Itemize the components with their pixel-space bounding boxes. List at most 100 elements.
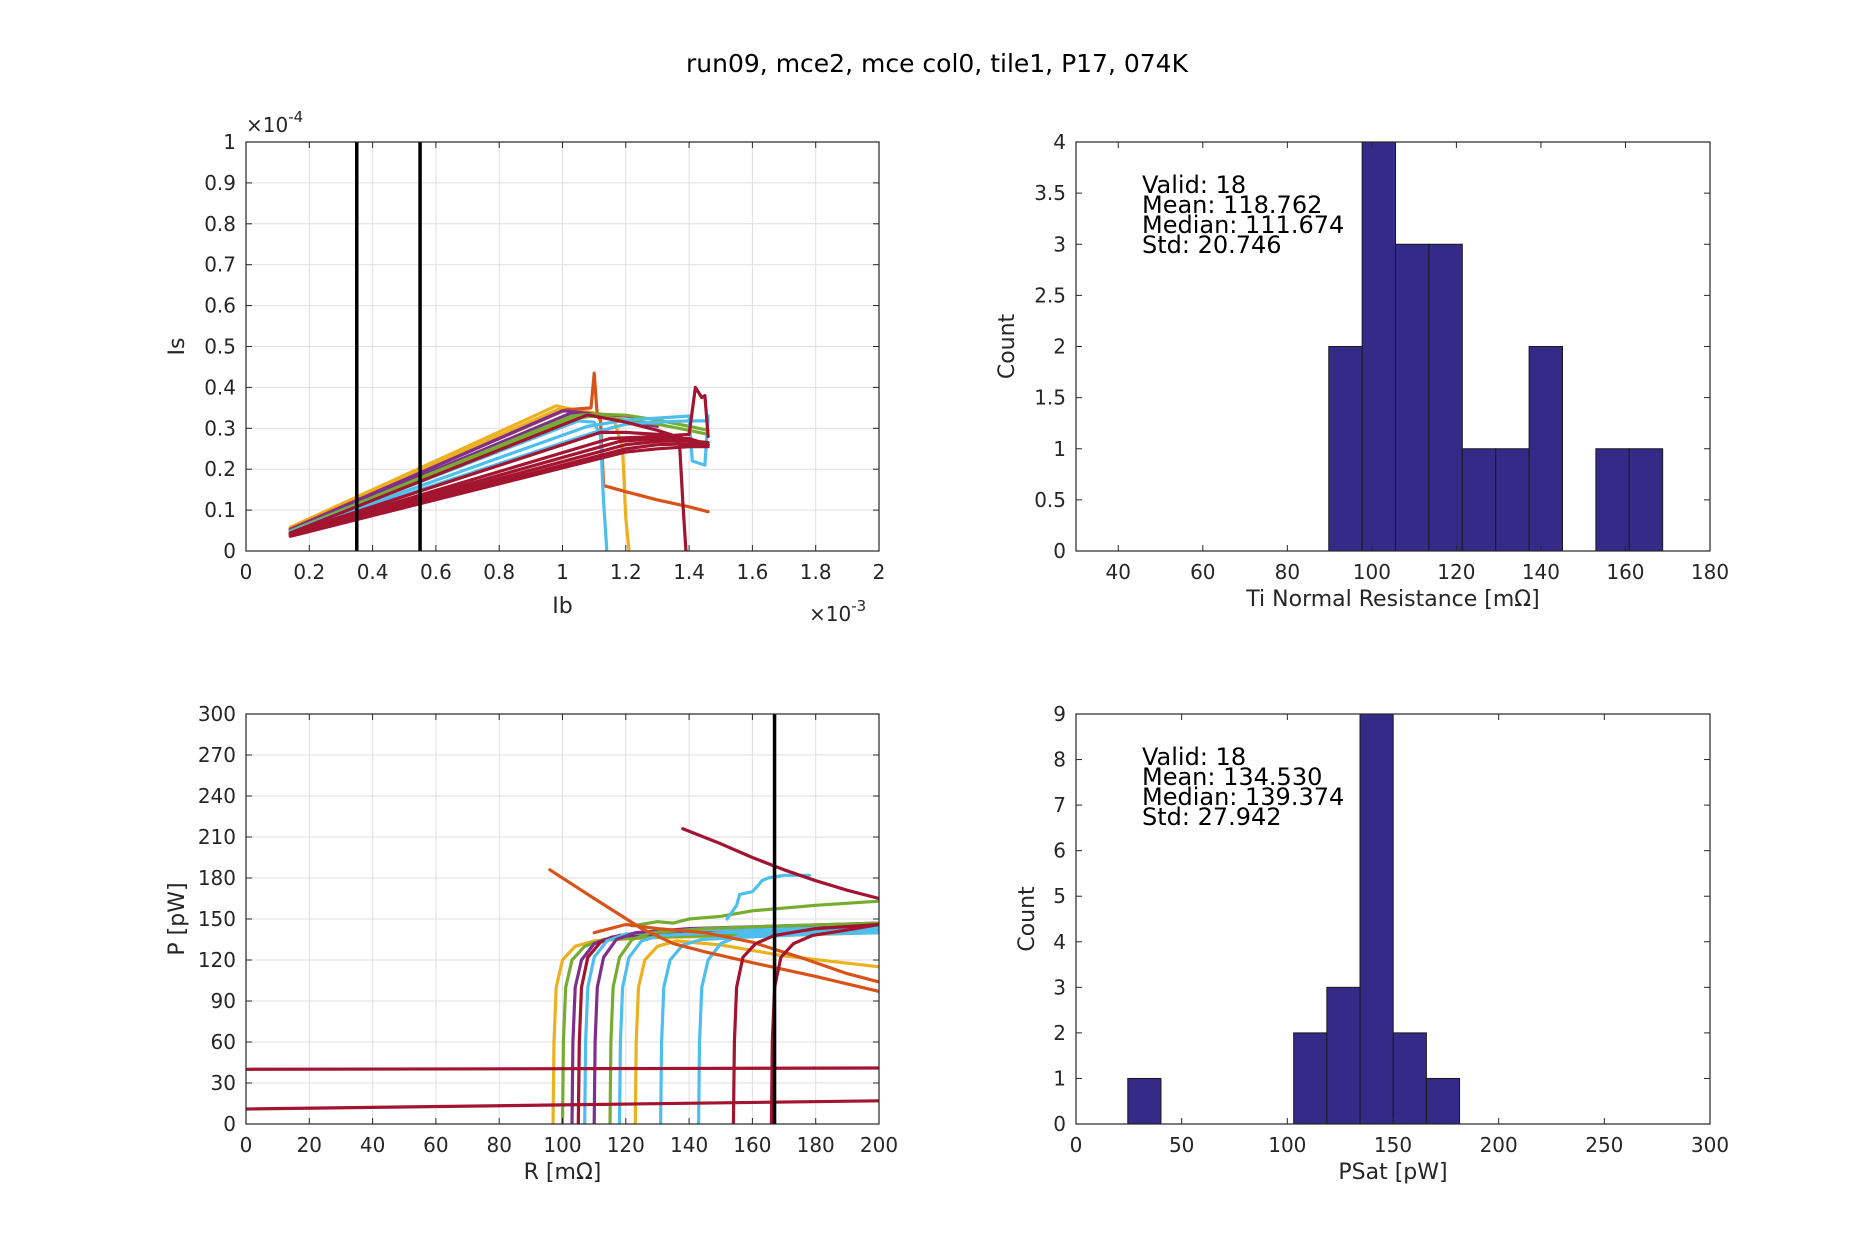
x-tick-label: 20: [297, 1133, 322, 1157]
series-line-17: [288, 445, 710, 538]
series-line-10: [630, 899, 879, 928]
figure-title: run09, mce2, mce col0, tile1, P17, 074K: [686, 49, 1189, 78]
y-axis-label: Count: [995, 313, 1020, 379]
y-tick-label: 2: [1053, 335, 1066, 359]
series-line-11: [725, 873, 812, 921]
histogram-bar-3: [1428, 243, 1463, 552]
y-tick-label: 180: [198, 866, 236, 890]
x-tick-label: 0.6: [420, 560, 452, 584]
plot-area: [246, 714, 879, 1124]
y-tick-label: 0.2: [204, 457, 236, 481]
histogram-bar-0: [1328, 346, 1363, 552]
y-tick-label: 0.6: [204, 294, 236, 318]
y-tick-label: 1: [1053, 437, 1066, 461]
x-tick-label: 0.4: [357, 560, 389, 584]
x-tick-label: 150: [1374, 1133, 1412, 1157]
y-tick-label: 150: [198, 907, 236, 931]
plot-area: [288, 142, 710, 551]
y-exponent-base: ×10: [246, 113, 288, 137]
y-tick-label: 0: [223, 539, 236, 563]
series-line-17: [769, 922, 879, 1124]
y-tick-label: 0.9: [204, 171, 236, 195]
stats-annotation-0: Valid: 18: [1142, 743, 1246, 771]
x-tick-label: 160: [733, 1133, 771, 1157]
x-exponent-label: ×10-3: [809, 597, 866, 626]
x-axis-label: PSat [pW]: [1338, 1160, 1447, 1185]
x-tick-label: 1: [556, 560, 569, 584]
y-tick-label: 270: [198, 743, 236, 767]
iv-chart: 0 0.2 0.4 0.6 0.8 1 1.2 1.4 1.6 1.8 2 0 0.1 0.2 0.3 0.4…: [165, 108, 885, 626]
x-axis-label: Ti Normal Resistance [mΩ]: [1245, 587, 1539, 612]
series-line-8: [288, 419, 609, 551]
histogram-bar-4: [1392, 1032, 1427, 1125]
y-tick-label: 6: [1053, 839, 1066, 863]
y-tick-label: 5: [1053, 884, 1066, 908]
histogram-bar-5: [1495, 448, 1530, 552]
stats-annotation-1: Mean: 134.530: [1142, 763, 1322, 791]
y-tick-label: 3.5: [1034, 181, 1066, 205]
series-line-18: [246, 1066, 879, 1071]
x-tick-label: 300: [1691, 1133, 1729, 1157]
x-exponent-power: -3: [851, 597, 866, 615]
x-tick-label: 120: [607, 1133, 645, 1157]
x-tick-label: 0: [1070, 1133, 1083, 1157]
stats-annotation-3: Std: 20.746: [1142, 231, 1282, 259]
y-tick-label: 0: [223, 1112, 236, 1136]
stats-annotation-0: Valid: 18: [1142, 171, 1246, 199]
histogram-bar-8: [1595, 448, 1630, 552]
histogram-bar-0: [1127, 1077, 1162, 1125]
x-tick-label: 40: [360, 1133, 385, 1157]
y-tick-label: 0.4: [204, 375, 236, 399]
series-line-8: [633, 939, 879, 1124]
series-line-14: [592, 922, 879, 984]
series-line-13: [548, 868, 879, 994]
y-tick-label: 1.5: [1034, 386, 1066, 410]
y-tick-label: 210: [198, 825, 236, 849]
histogram-bar-9: [1628, 448, 1664, 552]
y-axis-label: P [pW]: [165, 882, 190, 955]
y-tick-label: 0.1: [204, 498, 236, 522]
x-tick-label: 100: [1268, 1133, 1306, 1157]
y-tick-label: 0: [1053, 1112, 1066, 1136]
y-axis-label: Is: [165, 338, 190, 356]
x-tick-label: 120: [1437, 560, 1475, 584]
series-line-16: [731, 922, 879, 1124]
x-tick-label: 2: [873, 560, 886, 584]
y-exponent-label: ×10-4: [246, 108, 303, 137]
y-tick-label: 3: [1053, 975, 1066, 999]
x-tick-label: 1.6: [736, 560, 768, 584]
x-tick-label: 200: [860, 1133, 898, 1157]
x-tick-label: 40: [1106, 560, 1131, 584]
histogram-bar-3: [1359, 713, 1394, 1125]
histogram-bar-6: [1528, 346, 1563, 552]
histogram-bar-5: [1425, 1077, 1461, 1125]
x-tick-label: 100: [543, 1133, 581, 1157]
y-tick-label: 90: [211, 989, 236, 1013]
y-tick-label: 240: [198, 784, 236, 808]
series-line-3: [576, 924, 879, 1124]
x-tick-label: 200: [1480, 1133, 1518, 1157]
histogram-bar-1: [1361, 141, 1397, 552]
series-line-13: [288, 385, 710, 536]
x-tick-label: 50: [1169, 1133, 1194, 1157]
series-line-4: [583, 925, 879, 1124]
psat-histogram: 0 50 100 150 200 250 300 0 1 2 3 4 5 6 7 8 9 PSat [pW] Cou…: [1015, 702, 1729, 1185]
histogram-bar-2: [1395, 243, 1430, 552]
series-line-15: [288, 439, 710, 537]
x-tick-label: 0: [240, 1133, 253, 1157]
stats-annotation-3: Std: 27.942: [1142, 803, 1282, 831]
x-tick-label: 1.8: [800, 560, 832, 584]
y-tick-label: 0.8: [204, 212, 236, 236]
y-tick-label: 4: [1053, 930, 1066, 954]
y-tick-label: 7: [1053, 793, 1066, 817]
x-tick-label: 1.2: [610, 560, 642, 584]
y-tick-label: 0.5: [204, 335, 236, 359]
series-line-12: [288, 430, 688, 551]
y-tick-label: 0.7: [204, 253, 236, 277]
x-tick-label: 60: [423, 1133, 448, 1157]
series-line-16: [288, 442, 710, 538]
y-tick-label: 2: [1053, 1021, 1066, 1045]
y-tick-label: 0: [1053, 539, 1066, 563]
y-tick-label: 2.5: [1034, 283, 1066, 307]
